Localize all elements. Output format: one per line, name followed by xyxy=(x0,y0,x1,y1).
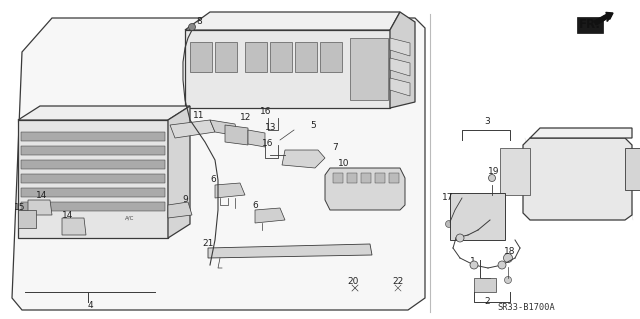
Text: 16: 16 xyxy=(262,138,273,147)
Text: 22: 22 xyxy=(392,278,403,286)
Text: 11: 11 xyxy=(193,112,205,121)
Polygon shape xyxy=(500,148,530,195)
Text: 5: 5 xyxy=(310,122,316,130)
Polygon shape xyxy=(170,120,215,138)
Ellipse shape xyxy=(232,207,237,212)
Text: 12: 12 xyxy=(240,113,252,122)
Polygon shape xyxy=(18,120,168,238)
Text: 20: 20 xyxy=(347,278,358,286)
Ellipse shape xyxy=(488,174,495,182)
Polygon shape xyxy=(18,106,190,120)
Text: SR33-B1700A: SR33-B1700A xyxy=(497,302,555,311)
FancyArrow shape xyxy=(594,12,613,25)
Polygon shape xyxy=(375,173,385,183)
Ellipse shape xyxy=(456,234,464,242)
Polygon shape xyxy=(333,173,343,183)
Polygon shape xyxy=(225,125,248,145)
Polygon shape xyxy=(325,168,405,210)
Polygon shape xyxy=(390,78,410,96)
Polygon shape xyxy=(255,208,285,223)
Polygon shape xyxy=(320,42,342,72)
Polygon shape xyxy=(390,38,410,56)
Ellipse shape xyxy=(445,220,452,227)
Polygon shape xyxy=(530,128,632,138)
Text: 2: 2 xyxy=(484,298,490,307)
Ellipse shape xyxy=(269,143,273,147)
Polygon shape xyxy=(270,42,292,72)
Polygon shape xyxy=(208,244,372,258)
Polygon shape xyxy=(282,150,325,168)
Polygon shape xyxy=(21,202,165,211)
Ellipse shape xyxy=(189,24,195,31)
Ellipse shape xyxy=(265,152,271,158)
Polygon shape xyxy=(210,120,238,136)
Text: 16: 16 xyxy=(260,108,271,116)
Text: 9: 9 xyxy=(182,196,188,204)
Polygon shape xyxy=(245,42,267,72)
Text: 17: 17 xyxy=(442,194,454,203)
Polygon shape xyxy=(389,173,399,183)
Ellipse shape xyxy=(351,284,360,293)
Text: 1: 1 xyxy=(470,257,476,266)
Text: A/C: A/C xyxy=(125,216,134,220)
Polygon shape xyxy=(248,130,265,147)
Text: FR.: FR. xyxy=(579,19,601,32)
Ellipse shape xyxy=(470,261,478,269)
Polygon shape xyxy=(28,200,52,215)
Text: 18: 18 xyxy=(504,248,516,256)
Text: 14: 14 xyxy=(36,191,47,201)
Polygon shape xyxy=(18,210,36,228)
Polygon shape xyxy=(168,106,190,238)
Polygon shape xyxy=(190,42,212,72)
Polygon shape xyxy=(450,193,505,240)
Polygon shape xyxy=(295,42,317,72)
Text: 4: 4 xyxy=(88,300,93,309)
Ellipse shape xyxy=(271,115,275,121)
Polygon shape xyxy=(390,58,410,76)
Text: 7: 7 xyxy=(332,144,338,152)
Polygon shape xyxy=(361,173,371,183)
Ellipse shape xyxy=(504,254,513,263)
Polygon shape xyxy=(21,160,165,169)
Polygon shape xyxy=(215,42,237,72)
Polygon shape xyxy=(21,132,165,141)
Text: 6: 6 xyxy=(252,201,258,210)
Polygon shape xyxy=(523,138,632,220)
Polygon shape xyxy=(347,173,357,183)
Ellipse shape xyxy=(295,126,305,134)
Polygon shape xyxy=(168,202,192,218)
Text: 15: 15 xyxy=(14,203,26,211)
Polygon shape xyxy=(62,218,86,235)
Polygon shape xyxy=(185,12,400,30)
Text: 19: 19 xyxy=(488,167,500,176)
Ellipse shape xyxy=(259,229,264,234)
Polygon shape xyxy=(12,18,425,310)
Polygon shape xyxy=(474,278,496,292)
Text: 14: 14 xyxy=(62,211,74,219)
Ellipse shape xyxy=(394,285,401,292)
Text: 6: 6 xyxy=(210,174,216,183)
Polygon shape xyxy=(350,38,388,100)
Text: 13: 13 xyxy=(265,122,276,131)
Ellipse shape xyxy=(219,267,225,273)
Text: 10: 10 xyxy=(338,159,349,167)
Text: 3: 3 xyxy=(484,117,490,127)
Text: 21: 21 xyxy=(202,240,213,249)
Text: 8: 8 xyxy=(196,18,202,26)
Ellipse shape xyxy=(498,261,506,269)
Polygon shape xyxy=(21,146,165,155)
Polygon shape xyxy=(185,30,390,108)
Polygon shape xyxy=(21,174,165,183)
Polygon shape xyxy=(390,12,415,108)
Polygon shape xyxy=(625,148,640,190)
Polygon shape xyxy=(21,188,165,197)
Ellipse shape xyxy=(504,277,511,284)
Polygon shape xyxy=(215,183,245,198)
